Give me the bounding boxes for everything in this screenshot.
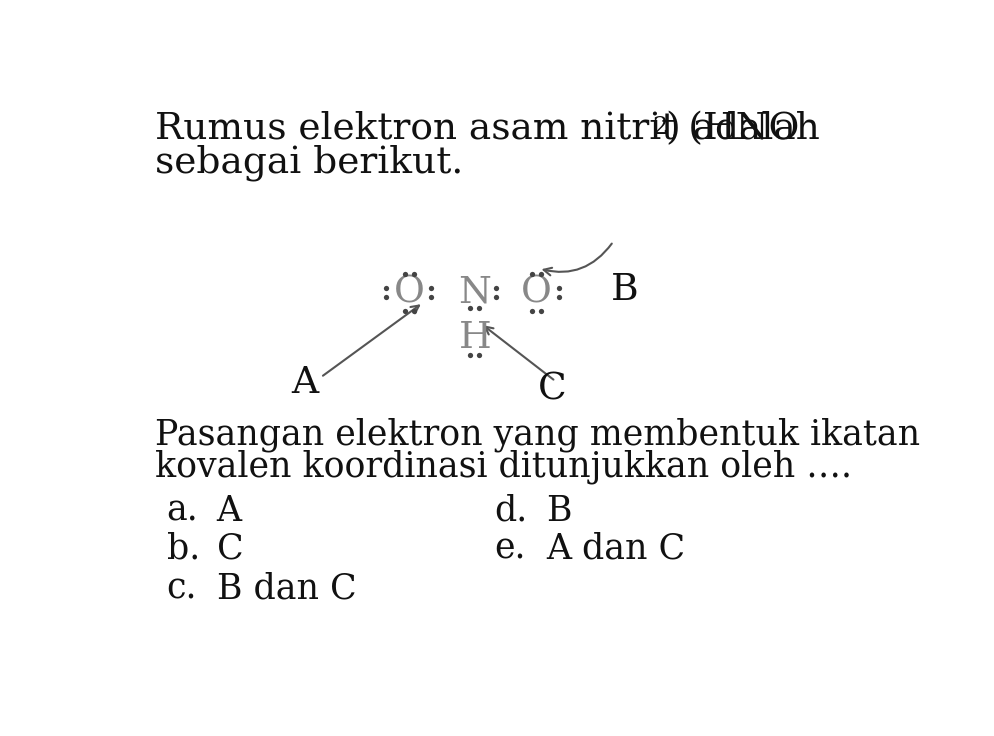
Text: O: O: [394, 275, 424, 311]
Text: a.: a.: [167, 494, 199, 528]
Text: O: O: [521, 275, 552, 311]
Text: Pasangan elektron yang membentuk ikatan: Pasangan elektron yang membentuk ikatan: [155, 417, 920, 451]
Text: ) adalah: ) adalah: [666, 111, 820, 147]
Text: b.: b.: [167, 531, 200, 565]
Text: A: A: [291, 365, 319, 401]
Text: C: C: [538, 372, 567, 408]
Text: N: N: [458, 275, 491, 311]
Text: A dan C: A dan C: [547, 531, 686, 565]
Text: c.: c.: [167, 571, 197, 605]
Text: B: B: [611, 272, 639, 308]
Text: C: C: [217, 531, 244, 565]
Text: A: A: [217, 494, 242, 528]
Text: sebagai berikut.: sebagai berikut.: [155, 145, 463, 182]
Text: d.: d.: [494, 494, 527, 528]
Text: e.: e.: [494, 531, 526, 565]
Text: B dan C: B dan C: [217, 571, 356, 605]
Text: H: H: [458, 319, 491, 355]
Text: kovalen koordinasi ditunjukkan oleh ….: kovalen koordinasi ditunjukkan oleh ….: [155, 450, 852, 484]
Text: Rumus elektron asam nitrit (HNO: Rumus elektron asam nitrit (HNO: [155, 111, 799, 147]
Text: B: B: [547, 494, 572, 528]
Text: 2: 2: [653, 116, 668, 139]
